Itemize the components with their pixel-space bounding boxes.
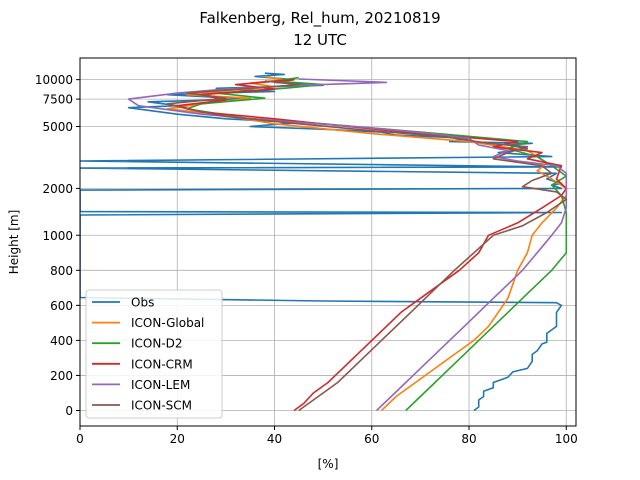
legend: Obs ICON-Global ICON-D2 ICON-CRM ICON-LEM ICO… [85, 289, 223, 419]
series-line-obs [80, 72, 563, 412]
legend-label-icon-scm: ICON-SCM [131, 399, 192, 413]
y-tick-label: 400 [50, 334, 73, 348]
y-axis-ticks: 0 200 400 600 800 1000 2000 5000 7500 10000 [35, 73, 80, 418]
x-axis-label: [%] [318, 457, 339, 471]
x-tick-label: 100 [555, 432, 578, 446]
x-tick-label: 40 [267, 432, 282, 446]
series-line-icon-lem [127, 78, 568, 412]
y-axis-label: Height [m] [7, 210, 21, 275]
y-tick-label: 2000 [42, 182, 73, 196]
chart-subtitle: 12 UTC [293, 31, 347, 49]
legend-label-obs: Obs [131, 296, 154, 310]
legend-label-icon-global: ICON-Global [131, 316, 204, 330]
plot-frame [79, 57, 577, 427]
y-tick-label: 800 [50, 264, 73, 278]
y-tick-label: 1000 [42, 229, 73, 243]
y-tick-label: 10000 [35, 73, 73, 87]
series-line-icon-global [166, 75, 568, 412]
y-tick-label: 0 [65, 404, 73, 418]
legend-label-icon-d2: ICON-D2 [131, 337, 183, 351]
x-tick-label: 80 [461, 432, 476, 446]
y-tick-label: 7500 [42, 93, 73, 107]
x-tick-label: 20 [170, 432, 185, 446]
y-tick-label: 600 [50, 299, 73, 313]
y-tick-label: 200 [50, 369, 73, 383]
x-tick-label: 0 [76, 432, 84, 446]
series-lines [80, 72, 568, 412]
x-tick-label: 60 [364, 432, 379, 446]
y-tick-label: 5000 [42, 120, 73, 134]
legend-label-icon-lem: ICON-LEM [131, 378, 190, 392]
legend-label-icon-crm: ICON-CRM [131, 357, 193, 371]
series-line-icon-scm [166, 80, 568, 412]
chart-title: Falkenberg, Rel_hum, 20210819 [199, 9, 440, 28]
x-axis-ticks: 0 20 40 60 80 100 [76, 426, 578, 446]
